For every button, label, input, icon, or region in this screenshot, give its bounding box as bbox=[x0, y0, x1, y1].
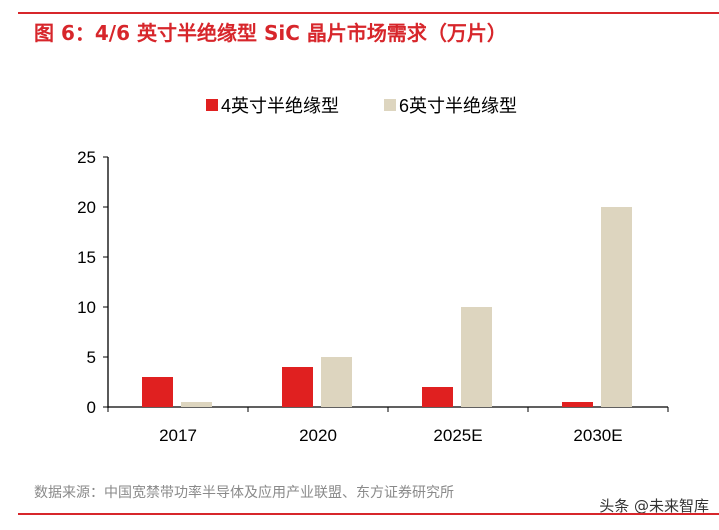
bar-4inch bbox=[282, 367, 313, 407]
watermark: 头条 @未来智库 bbox=[599, 497, 709, 515]
bar-chart: 0 5 10 15 20 25 2017 2020 2025E 2030E 4英寸半绝缘型 6英寸半绝… bbox=[77, 96, 669, 445]
top-rule bbox=[18, 12, 719, 14]
bar-6inch bbox=[321, 357, 352, 407]
x-tick-label: 2030E bbox=[573, 426, 622, 445]
y-tick-label: 10 bbox=[77, 298, 96, 317]
y-tick-label: 0 bbox=[87, 398, 96, 417]
y-tick-label: 5 bbox=[87, 348, 96, 367]
legend-swatch bbox=[384, 99, 396, 111]
x-tick-label: 2025E bbox=[433, 426, 482, 445]
y-tick-label: 20 bbox=[77, 198, 96, 217]
legend-swatch bbox=[206, 99, 218, 111]
x-tick-label: 2020 bbox=[299, 426, 337, 445]
bar-6inch bbox=[601, 207, 632, 407]
x-tick-label: 2017 bbox=[159, 426, 197, 445]
bar-4inch bbox=[142, 377, 173, 407]
legend-label: 6英寸半绝缘型 bbox=[399, 96, 517, 116]
y-tick-label: 15 bbox=[77, 248, 96, 267]
bar-4inch bbox=[562, 402, 593, 407]
y-tick-label: 25 bbox=[77, 148, 96, 167]
chart-title: 图 6：4/6 英寸半绝缘型 SiC 晶片市场需求（万片） bbox=[34, 21, 507, 45]
bottom-rule bbox=[18, 513, 719, 515]
legend-label: 4英寸半绝缘型 bbox=[221, 96, 339, 116]
bar-4inch bbox=[422, 387, 453, 407]
bar-6inch bbox=[181, 402, 212, 407]
bar-6inch bbox=[461, 307, 492, 407]
source-note: 数据来源：中国宽禁带功率半导体及应用产业联盟、东方证券研究所 bbox=[34, 485, 454, 501]
